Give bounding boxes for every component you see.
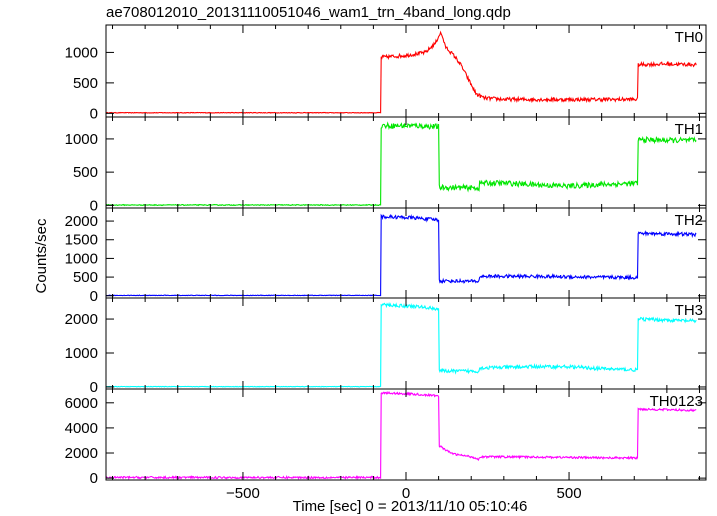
panel-th1: 0 500 1000 TH1: [65, 116, 707, 214]
y-tick-label: 0: [90, 470, 98, 487]
y-tick-label: 500: [73, 269, 98, 286]
panel-frame: [105, 207, 707, 299]
panel-frame: [105, 388, 707, 481]
y-tick-label: 1000: [65, 250, 98, 267]
x-tick-label: 0: [402, 485, 410, 502]
y-tick-label: 2000: [65, 311, 98, 328]
y-tick-label: 0: [90, 288, 98, 305]
y-tick-label: 2000: [65, 213, 98, 230]
panel-label: TH0: [675, 29, 703, 46]
y-tick-label: 500: [73, 75, 98, 92]
panel-frame: [105, 297, 707, 390]
panel-th3: 0 1000 2000 TH3: [65, 297, 707, 396]
y-tick-label: 2000: [65, 445, 98, 462]
panel-label: TH3: [675, 302, 703, 319]
y-tick-label: 1500: [65, 232, 98, 249]
series-line-th1: [105, 121, 697, 207]
panel-th0123: 0 2000 4000 6000 TH0123: [65, 388, 707, 487]
series-line-th0123: [105, 390, 697, 481]
y-tick-label: 0: [90, 379, 98, 396]
panel-label: TH2: [675, 212, 703, 229]
y-axis-label: Counts/sec: [33, 218, 50, 294]
panel-frame: [105, 116, 707, 209]
panel-label: TH0123: [650, 393, 703, 410]
panel-th0: 0 500 1000 TH0: [65, 24, 707, 122]
x-axis-label: Time [sec] 0 = 2013/11/10 05:10:46: [293, 498, 528, 515]
y-tick-label: 6000: [65, 395, 98, 412]
panel-label: TH1: [675, 121, 703, 138]
y-tick-label: 1000: [65, 44, 98, 61]
series-line-th2: [105, 213, 697, 297]
x-tick-label: −500: [226, 485, 260, 502]
chart-title: ae708012010_20131110051046_wam1_trn_4ban…: [106, 4, 511, 21]
y-tick-label: 0: [90, 197, 98, 214]
y-tick-label: 500: [73, 164, 98, 181]
y-tick-label: 1000: [65, 345, 98, 362]
series-line-th3: [105, 301, 697, 388]
y-tick-label: 1000: [65, 131, 98, 148]
y-tick-label: 4000: [65, 420, 98, 437]
panel-frame: [105, 24, 707, 118]
x-tick-label: 500: [557, 485, 582, 502]
series-line-th0: [105, 30, 697, 114]
y-tick-label: 0: [90, 105, 98, 122]
